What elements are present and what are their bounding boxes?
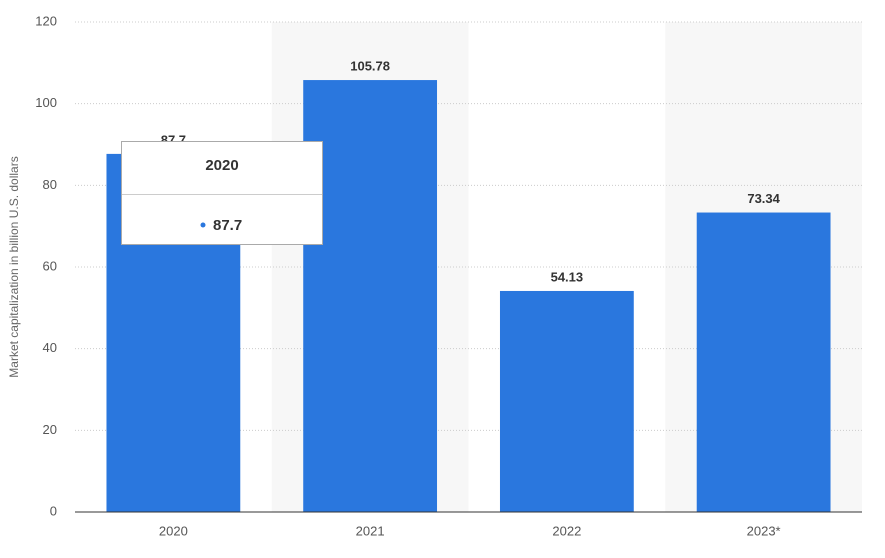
bar — [696, 212, 831, 513]
y-axis-title: Market capitalization in billion U.S. do… — [7, 156, 21, 377]
bar — [303, 80, 438, 512]
y-tick-label: 20 — [43, 422, 57, 437]
y-tick-label: 0 — [50, 503, 57, 518]
bar — [499, 290, 634, 512]
y-tick-label: 100 — [35, 95, 57, 110]
tooltip: 2020 87.7 — [121, 141, 323, 245]
y-tick-label: 40 — [43, 340, 57, 355]
tooltip-value: 87.7 — [213, 217, 242, 234]
tooltip-dot — [200, 222, 206, 228]
value-label: 73.34 — [747, 191, 780, 206]
y-tick-label: 120 — [35, 13, 57, 28]
tooltip-title: 2020 — [205, 157, 238, 174]
y-tick-label: 60 — [43, 258, 57, 273]
x-tick-label: 2023* — [747, 523, 781, 538]
x-tick-label: 2020 — [159, 523, 188, 538]
y-tick-label: 80 — [43, 177, 57, 192]
value-label: 105.78 — [350, 59, 390, 74]
tooltip-box — [121, 141, 323, 245]
x-tick-label: 2021 — [356, 523, 385, 538]
value-label: 54.13 — [551, 269, 584, 284]
x-tick-label: 2022 — [552, 523, 581, 538]
